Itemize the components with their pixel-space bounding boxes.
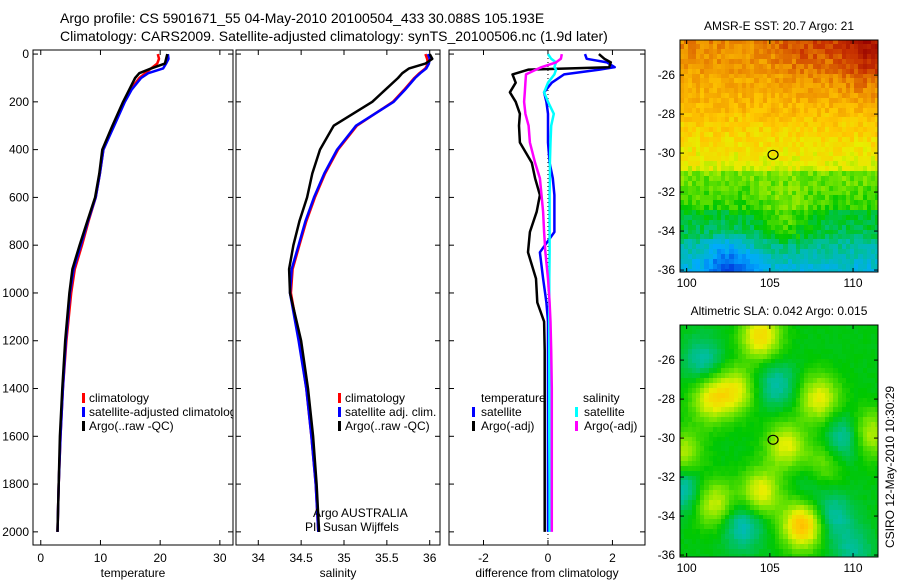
sst-map-image bbox=[680, 40, 878, 272]
legend-header-salinity: salinity bbox=[583, 391, 620, 405]
map-title: Altimetric SLA: 0.042 Argo: 0.015 bbox=[691, 304, 868, 318]
y-tick-label: -34 bbox=[658, 509, 676, 523]
x-tick-label: 110 bbox=[843, 561, 862, 575]
legend-label: Argo(..raw -QC) bbox=[89, 419, 174, 433]
legend-swatch bbox=[338, 421, 341, 431]
series-line-salinity-argo-adj- bbox=[522, 53, 564, 532]
legend-label: Argo(-adj) bbox=[481, 419, 534, 433]
x-tick-label: 2 bbox=[609, 551, 616, 565]
series-line-salinity-satellite bbox=[542, 53, 558, 532]
x-axis-label: difference from climatology bbox=[475, 566, 618, 580]
legend-swatch bbox=[472, 421, 475, 431]
legend-label: Argo(..raw -QC) bbox=[345, 419, 430, 433]
legend-label: climatology bbox=[345, 391, 405, 405]
y-tick-label: -34 bbox=[658, 224, 676, 238]
legend-label: satellite bbox=[584, 405, 625, 419]
x-tick-label: 100 bbox=[677, 561, 697, 575]
x-tick-label: 35.5 bbox=[375, 551, 399, 565]
panel-salinity: 34 34.5 35 35.5 36 salinity climatologysatelli… bbox=[235, 49, 441, 580]
series-line-temperature-argo-adj- bbox=[508, 53, 613, 532]
sla-map-image bbox=[680, 325, 878, 557]
x-tick-label: 10 bbox=[94, 551, 108, 565]
x-tick-label: 105 bbox=[760, 561, 780, 575]
x-tick-label: -2 bbox=[478, 551, 489, 565]
figure-title-line1: Argo profile: CS 5901671_55 04-May-2010 … bbox=[60, 10, 544, 26]
argo-position-marker bbox=[767, 149, 779, 160]
legend-header-temperature: temperature bbox=[481, 391, 546, 405]
legend-swatch bbox=[82, 421, 85, 431]
y-tick-label: 0 bbox=[22, 47, 29, 61]
y-tick-label: 1600 bbox=[2, 429, 29, 443]
series-line-argo-raw-qc- bbox=[287, 53, 434, 532]
legend-swatch bbox=[338, 393, 341, 403]
x-tick-label: 20 bbox=[153, 551, 167, 565]
x-tick-label: 36 bbox=[423, 551, 437, 565]
y-tick-label: 1800 bbox=[2, 477, 29, 491]
y-tick-label: -26 bbox=[658, 353, 676, 367]
legend-label: Argo(-adj) bbox=[584, 419, 637, 433]
x-tick-label: 34 bbox=[252, 551, 266, 565]
legend-swatch bbox=[82, 407, 85, 417]
y-tick-label: -28 bbox=[658, 107, 676, 121]
annotation-pi: PI: Susan Wijffels bbox=[305, 520, 399, 534]
panel-temperature: 0 10 20 30 0 200 400 600 800 1000 1200 1400 1600 1800… bbox=[2, 47, 242, 580]
x-tick-label: 105 bbox=[760, 276, 780, 290]
x-axis-label: temperature bbox=[101, 566, 166, 580]
y-tick-label: 1400 bbox=[2, 382, 29, 396]
legend-swatch bbox=[472, 407, 475, 417]
y-tick-label: -36 bbox=[658, 548, 676, 562]
legend-swatch bbox=[575, 421, 578, 431]
series-line-argo-raw-qc- bbox=[56, 53, 169, 532]
figure-title-line2: Climatology: CARS2009. Satellite-adjuste… bbox=[60, 28, 608, 44]
x-tick-label: 100 bbox=[677, 276, 697, 290]
sst-map-axes: AMSR-E SST: 20.7 Argo: 21 100 105 110 -26 -28… bbox=[658, 19, 879, 290]
legend-label: satellite bbox=[481, 405, 522, 419]
plot-frame bbox=[235, 49, 441, 546]
y-tick-label: -28 bbox=[658, 392, 676, 406]
csiro-timestamp: CSIRO 12-May-2010 10:30:29 bbox=[883, 386, 897, 548]
legend-swatch bbox=[338, 407, 341, 417]
y-tick-label: 1000 bbox=[2, 286, 29, 300]
y-tick-label: -30 bbox=[658, 431, 676, 445]
x-tick-label: 35 bbox=[337, 551, 351, 565]
legend-swatch bbox=[82, 393, 85, 403]
y-tick-label: 2000 bbox=[2, 525, 29, 539]
series-line-temperature-satellite bbox=[538, 53, 616, 532]
series-line-satellite-adj-clim- bbox=[288, 53, 431, 532]
x-tick-label: 30 bbox=[213, 551, 227, 565]
y-tick-label: 400 bbox=[9, 143, 29, 157]
x-tick-label: 0 bbox=[545, 551, 552, 565]
x-tick-label: 0 bbox=[37, 551, 44, 565]
map-title: AMSR-E SST: 20.7 Argo: 21 bbox=[704, 19, 854, 33]
y-tick-label: 800 bbox=[9, 238, 29, 252]
legend-label: satellite-adjusted climatology bbox=[89, 405, 242, 419]
y-tick-label: -36 bbox=[658, 263, 676, 277]
y-tick-label: 200 bbox=[9, 95, 29, 109]
legend-label: satellite adj. clim. bbox=[345, 405, 436, 419]
argo-position-marker bbox=[767, 434, 779, 445]
map-frame bbox=[679, 39, 879, 273]
y-tick-label: -32 bbox=[658, 470, 676, 484]
x-tick-label: 34.5 bbox=[289, 551, 313, 565]
y-tick-label: -32 bbox=[658, 185, 676, 199]
x-tick-label: 110 bbox=[843, 276, 862, 290]
y-tick-label: -30 bbox=[658, 146, 676, 160]
legend-swatch bbox=[575, 407, 578, 417]
x-axis-label: salinity bbox=[320, 566, 357, 580]
y-tick-label: 600 bbox=[9, 190, 29, 204]
y-tick-label: -26 bbox=[658, 68, 676, 82]
plot-frame bbox=[32, 49, 234, 546]
series-group bbox=[508, 50, 616, 545]
map-frame bbox=[679, 324, 879, 558]
legend-label: climatology bbox=[89, 391, 149, 405]
annotation-argo-australia: Argo AUSTRALIA bbox=[313, 506, 408, 520]
y-tick-label: 1200 bbox=[2, 334, 29, 348]
sla-map-axes: Altimetric SLA: 0.042 Argo: 0.015 100 105 1… bbox=[658, 304, 879, 575]
